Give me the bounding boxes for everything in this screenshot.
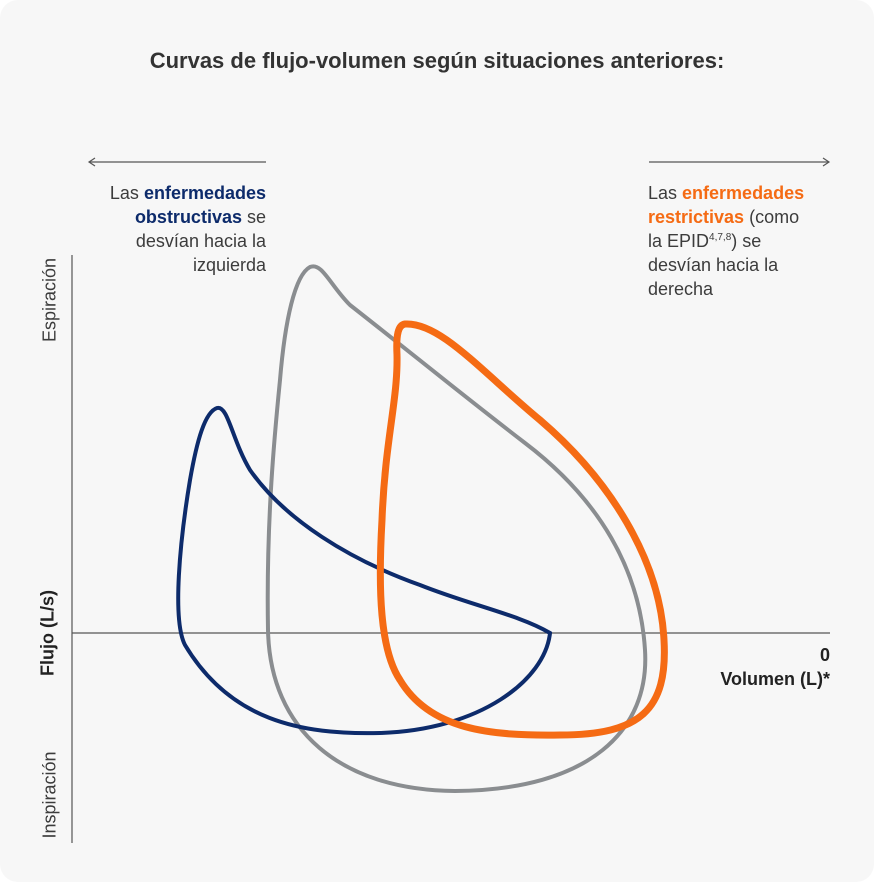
obstructive-note-highlight-2: obstructivas (134, 207, 242, 227)
restrictive-note-line-3b: ) se (731, 231, 762, 251)
restrictive-curve (376, 320, 668, 739)
left-arrow-icon (87, 157, 266, 167)
obstructive-curve (176, 405, 553, 736)
x-axis-label: Volumen (L)* (720, 669, 830, 689)
restrictive-note-highlight-1: enfermedades (682, 183, 805, 203)
restrictive-note-line-5: derecha (648, 279, 714, 299)
restrictive-note-line-3a: la EPID (648, 231, 710, 251)
restrictive-note-highlight-2: restrictivas (648, 207, 745, 227)
y-top-label: Espiración (39, 257, 60, 343)
obstructive-note-prefix: Las (109, 183, 144, 203)
restrictive-note-prefix: Las (648, 183, 683, 203)
restrictive-note: Las enfermedades restrictivas (como la E… (648, 181, 863, 301)
normal-curve (265, 264, 648, 794)
restrictive-note-middle: (como (744, 207, 800, 227)
x-zero-label: 0 (819, 645, 830, 665)
restrictive-note-superscript: 4,7,8 (709, 232, 732, 243)
diagram-title: Curvas de flujo-volumen según situacione… (149, 48, 725, 73)
y-axis-label: Flujo (L/s) (37, 590, 58, 676)
obstructive-note: Las enfermedades obstructivas se desvían… (36, 181, 266, 277)
obstructive-note-line-4: izquierda (192, 255, 266, 275)
obstructive-note-highlight-1: enfermedades (143, 183, 266, 203)
right-arrow-icon (649, 157, 831, 167)
y-bottom-label: Inspiración (39, 751, 60, 839)
obstructive-note-middle: se (241, 207, 266, 227)
obstructive-note-line-3: desvían hacia la (135, 231, 266, 251)
restrictive-note-line-4: desvían hacia la (648, 255, 779, 275)
